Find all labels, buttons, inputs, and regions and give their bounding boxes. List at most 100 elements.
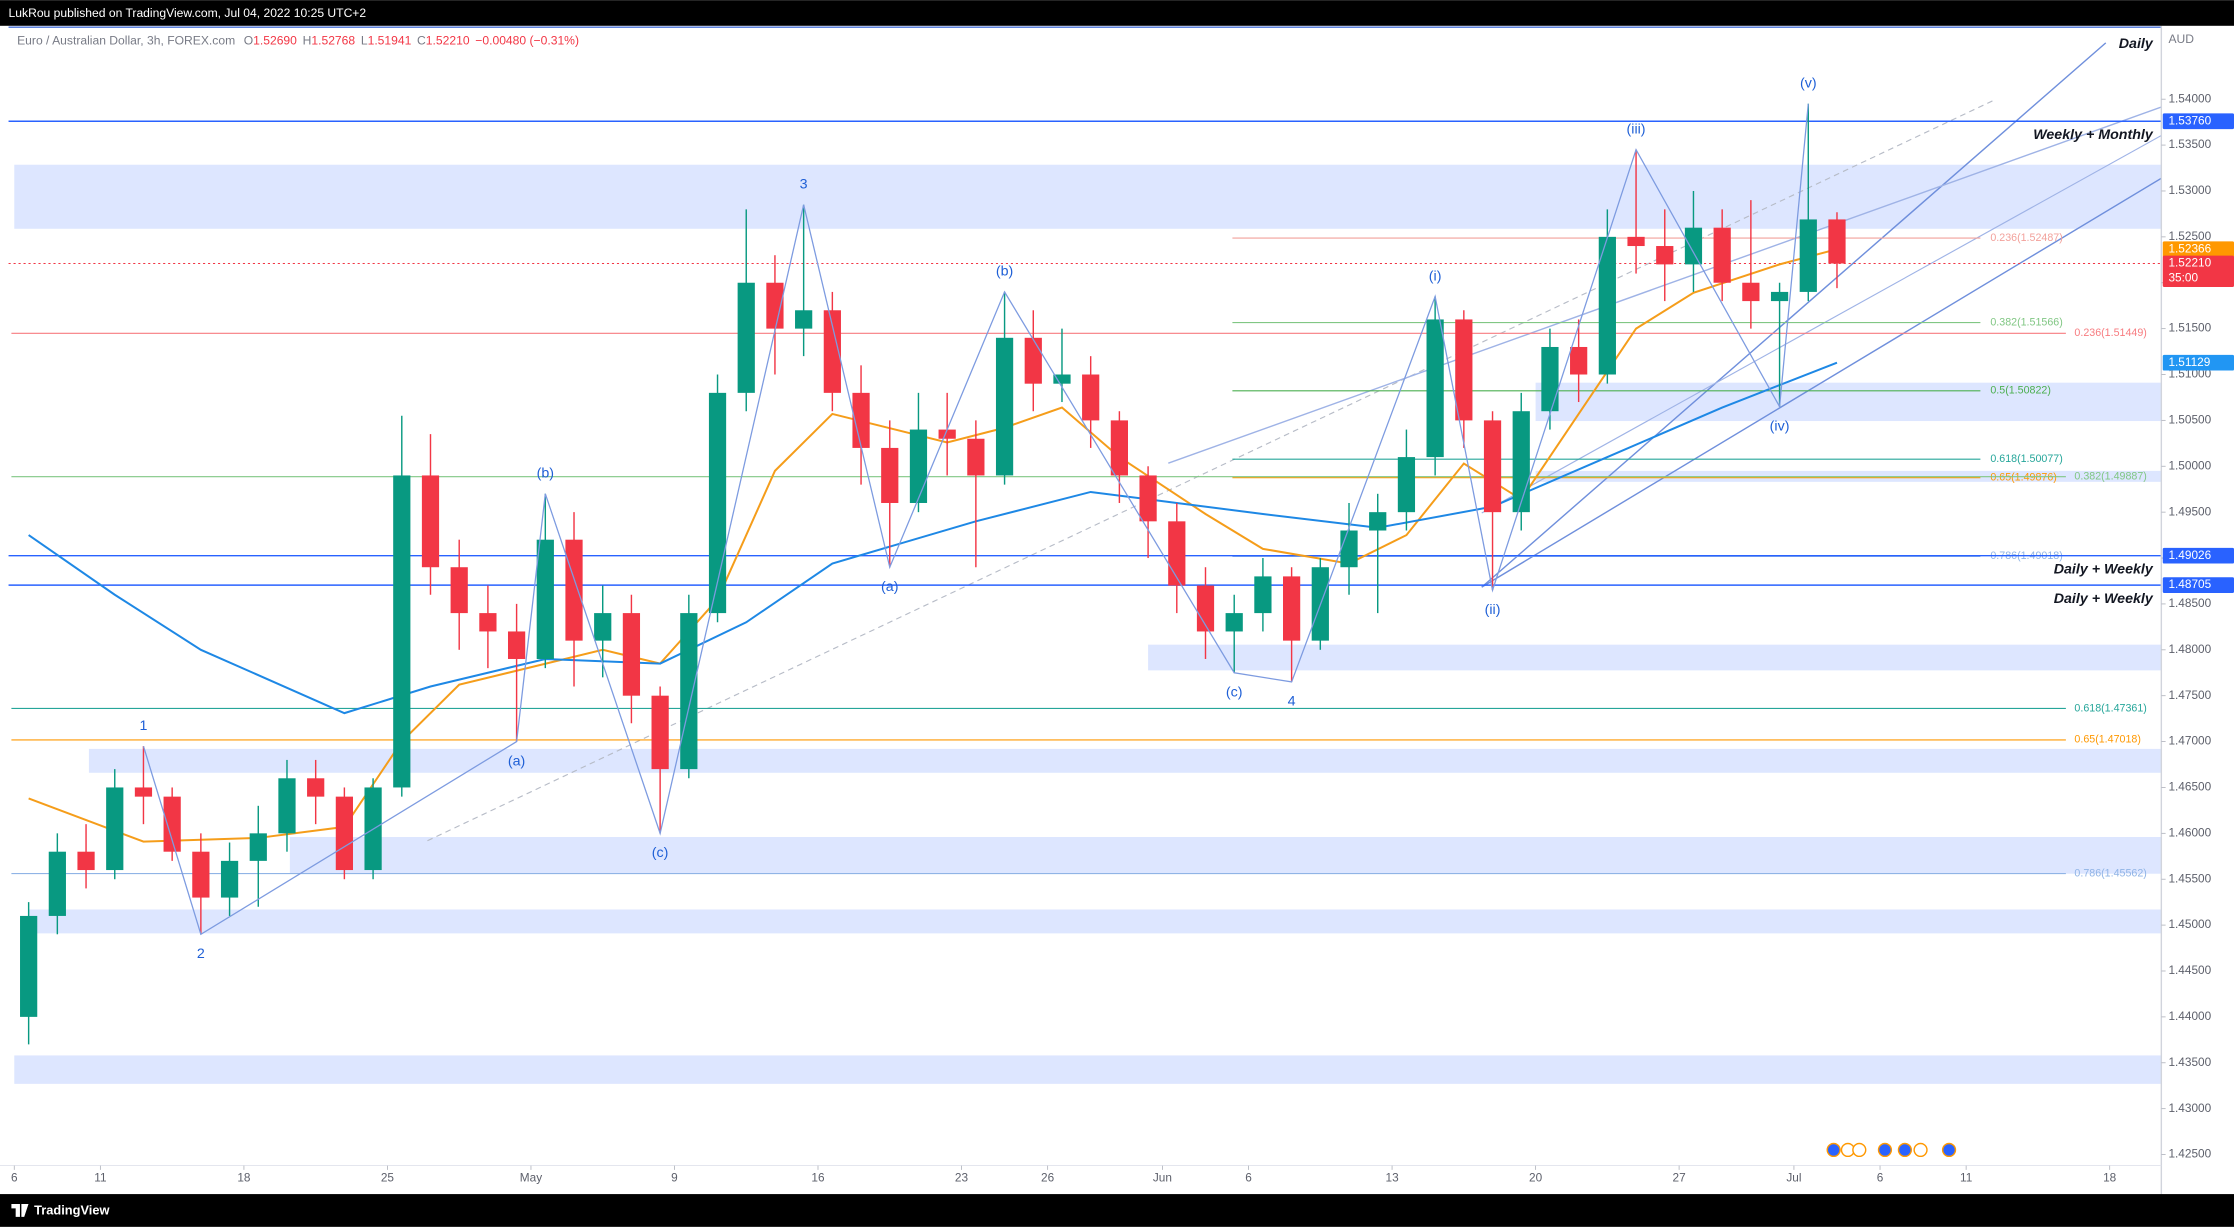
- x-tick-label: Jul: [1786, 1171, 1801, 1185]
- candle-body: [1082, 374, 1100, 421]
- fib-label: 0.236(1.51449): [2074, 327, 2146, 339]
- candle-body: [421, 475, 440, 568]
- change: −0.00480 (−0.31%): [475, 34, 579, 48]
- icon: [1826, 1142, 1841, 1158]
- wave-label: 2: [197, 946, 205, 962]
- fib-label: 0.618(1.50077): [1990, 453, 2062, 465]
- candle-body: [766, 282, 784, 329]
- x-tick-label: 11: [1960, 1171, 1972, 1185]
- wave-label: 1: [139, 718, 147, 734]
- candle-body: [1110, 420, 1128, 476]
- x-tick-label: 26: [1041, 1171, 1055, 1185]
- ohlc-value: 1.52690: [253, 34, 297, 48]
- y-tick-label: 1.49500: [2168, 504, 2211, 518]
- trendline: [1481, 177, 2162, 588]
- candle-body: [594, 613, 612, 641]
- candle-body: [450, 567, 468, 614]
- candle-body: [77, 851, 95, 871]
- candle-body: [48, 851, 66, 916]
- x-tick-label: 6: [11, 1171, 18, 1185]
- wave-label: (i): [1429, 268, 1442, 284]
- y-tick-label: 1.46500: [2168, 780, 2211, 794]
- footer-logo: [11, 1204, 29, 1217]
- candle-body: [1799, 219, 1817, 292]
- trendline: [1481, 42, 2107, 588]
- candle-body: [1742, 282, 1760, 302]
- price-tag: [2162, 354, 2234, 371]
- x-tick-label: 20: [1529, 1171, 1543, 1185]
- y-tick-label: 1.45500: [2168, 871, 2211, 885]
- icon: [1877, 1142, 1893, 1158]
- price-tag-label: 1.53760: [2168, 113, 2211, 127]
- level-label: Daily + Weekly: [2054, 591, 2154, 607]
- waves: 1 2 (a) (b) (c) 3 (a) (b) (c) 4 (i) (ii) (iii) (iv) (v…: [139, 76, 1816, 962]
- price-tag: [2162, 255, 2234, 287]
- ohlc-key: L: [361, 34, 368, 48]
- x-tick-label: 11: [94, 1171, 106, 1185]
- footer-bar: [0, 1194, 2234, 1227]
- zone: [289, 837, 2162, 874]
- candle-body: [479, 613, 497, 632]
- icon: [1897, 1142, 1913, 1158]
- x-tick-label: 25: [381, 1171, 395, 1185]
- wave-label: 3: [800, 177, 808, 193]
- ohlc-key: C: [417, 34, 426, 48]
- fib-label: 0.5(1.50822): [1990, 385, 2051, 397]
- zone: [28, 909, 2162, 934]
- zone: [14, 1055, 2162, 1084]
- x-tick-label: 23: [955, 1171, 969, 1185]
- candle-body: [1139, 475, 1157, 522]
- candle-body: [1512, 411, 1530, 513]
- candle-body: [1340, 530, 1358, 568]
- moving-average: [28, 361, 1838, 715]
- candle-body: [1627, 236, 1645, 247]
- y-tick-label: 1.48500: [2168, 596, 2211, 610]
- candle-body: [507, 631, 526, 659]
- y-tick-label: 1.50500: [2168, 413, 2211, 427]
- price-tag: [2162, 113, 2234, 130]
- y-tick-label: 1.42500: [2168, 1147, 2211, 1161]
- y-tick-label: 1.43500: [2168, 1055, 2211, 1069]
- icon: [1913, 1142, 1928, 1158]
- x-tick-label: 27: [1673, 1171, 1686, 1185]
- candle-body: [852, 392, 870, 448]
- candle-body: [1570, 346, 1588, 375]
- candle-body: [163, 796, 181, 852]
- fib-label: 0.786(1.45562): [2074, 867, 2146, 879]
- fib-label: 0.618(1.47361): [2074, 702, 2146, 714]
- candle-body: [622, 613, 641, 696]
- levels: Weekly + Monthly Daily + Weekly Daily + We…: [8, 36, 2162, 607]
- fib-label: 0.382(1.51566): [1990, 316, 2062, 328]
- publisher: LukRou published on TradingView.com, Jul…: [9, 6, 367, 20]
- candle-body: [335, 796, 353, 871]
- ohlc-value: 1.52210: [426, 34, 470, 48]
- candle-body: [20, 915, 38, 1017]
- candle-body: [737, 282, 755, 393]
- candle-body: [680, 613, 698, 770]
- candle-body: [1282, 576, 1301, 641]
- price-tag-label: 1.49026: [2168, 548, 2211, 562]
- candle-body: [1770, 291, 1789, 302]
- y-tick-label: 1.45000: [2168, 917, 2211, 931]
- candle-body: [995, 337, 1014, 476]
- wave-label: (ii): [1485, 602, 1501, 618]
- wave-label: (v): [1800, 76, 1817, 92]
- x-tick-label: Jun: [1153, 1171, 1172, 1185]
- candle-body: [938, 429, 956, 439]
- currency-label: AUD: [2168, 32, 2194, 46]
- ohlc-value: 1.51941: [368, 34, 412, 48]
- candle-body: [1196, 585, 1215, 632]
- candle-body: [565, 539, 583, 641]
- fib-label: 0.236(1.52487): [1990, 232, 2062, 244]
- price-tag-label: 1.52210: [2168, 256, 2211, 270]
- wave-lines: [142, 103, 1809, 936]
- candle-body: [1254, 576, 1272, 614]
- candle-body: [823, 310, 841, 393]
- wave-label: (c): [652, 845, 669, 861]
- candle-body: [307, 778, 325, 797]
- wave-label: (b): [537, 466, 554, 482]
- y-tick-label: 1.44000: [2168, 1009, 2211, 1023]
